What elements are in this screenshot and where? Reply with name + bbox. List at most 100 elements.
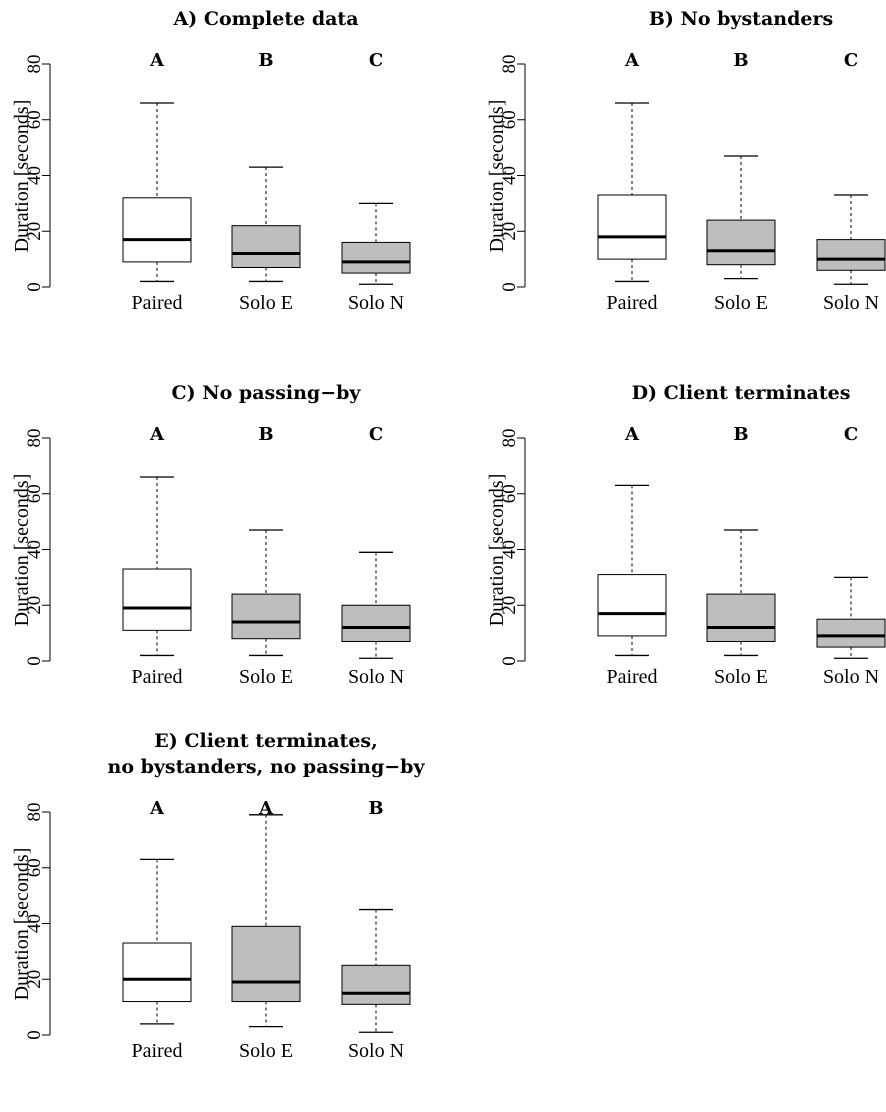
- box-solo-e: [231, 529, 301, 657]
- y-tick-label: 60: [24, 858, 45, 877]
- x-category-label: Solo N: [348, 1040, 404, 1062]
- y-tick-label: 0: [499, 282, 520, 292]
- x-category-label: Solo E: [239, 666, 293, 688]
- significance-letter: C: [844, 424, 858, 445]
- iqr-box: [706, 219, 776, 266]
- panel-title: E) Client terminates,: [154, 730, 377, 752]
- panel-title: D) Client terminates: [632, 382, 851, 404]
- iqr-box: [231, 225, 301, 268]
- box-solo-e: [706, 529, 776, 657]
- box-solo-n: [341, 551, 411, 659]
- y-tick-label: 20: [499, 222, 520, 241]
- x-category-label: Solo E: [714, 292, 768, 314]
- x-category-label: Solo N: [348, 666, 404, 688]
- iqr-box: [231, 925, 301, 1003]
- y-tick-label: 80: [24, 803, 45, 822]
- iqr-box: [597, 574, 667, 637]
- box-solo-n: [341, 908, 411, 1033]
- significance-letter: A: [624, 424, 640, 445]
- significance-letter: C: [369, 50, 383, 71]
- y-tick-label: 60: [24, 484, 45, 503]
- significance-letter: A: [149, 424, 165, 445]
- iqr-box: [341, 241, 411, 274]
- y-tick-label: 80: [499, 429, 520, 448]
- significance-letter: A: [258, 798, 274, 819]
- box-paired: [122, 102, 192, 283]
- iqr-box: [341, 964, 411, 1005]
- significance-letter: C: [844, 50, 858, 71]
- iqr-box: [597, 194, 667, 260]
- chart-panel-4: D) Client terminates 0 20 40 60 80 Duration [s…: [486, 382, 886, 688]
- significance-letter: B: [258, 424, 273, 445]
- y-axis-label: Duration [seconds]: [11, 848, 33, 1001]
- y-tick-label: 40: [24, 914, 45, 933]
- box-solo-n: [816, 194, 886, 285]
- significance-letter: A: [149, 798, 165, 819]
- y-tick-label: 0: [24, 656, 45, 666]
- x-category-label: Paired: [606, 666, 657, 688]
- y-tick-label: 20: [24, 970, 45, 989]
- box-solo-e: [231, 166, 301, 283]
- chart-panel-5: E) Client terminates, no bystanders, no p…: [11, 730, 425, 1062]
- y-tick-label: 60: [499, 484, 520, 503]
- iqr-box: [816, 618, 886, 648]
- y-tick-label: 40: [24, 166, 45, 185]
- y-tick-label: 20: [24, 222, 45, 241]
- y-tick-label: 0: [24, 1030, 45, 1040]
- iqr-box: [706, 593, 776, 642]
- chart-panel-2: B) No bystanders 0 20 40 60 80 Duration [secon…: [486, 8, 886, 314]
- box-solo-e: [231, 814, 301, 1028]
- box-paired: [122, 476, 192, 657]
- x-category-label: Paired: [131, 292, 182, 314]
- y-tick-label: 80: [499, 55, 520, 74]
- box-paired: [597, 484, 667, 657]
- box-solo-e: [706, 155, 776, 280]
- box-paired: [597, 102, 667, 283]
- y-tick-label: 0: [499, 656, 520, 666]
- y-tick-label: 60: [499, 110, 520, 129]
- y-axis-label: Duration [seconds]: [11, 100, 33, 253]
- panel-title: C) No passing−by: [172, 382, 362, 404]
- y-tick-label: 20: [499, 596, 520, 615]
- significance-letter: B: [733, 50, 748, 71]
- significance-letter: B: [368, 798, 383, 819]
- y-tick-label: 20: [24, 596, 45, 615]
- x-category-label: Solo N: [823, 292, 879, 314]
- x-category-label: Solo E: [239, 292, 293, 314]
- significance-letter: B: [733, 424, 748, 445]
- y-tick-label: 40: [499, 540, 520, 559]
- y-tick-label: 80: [24, 55, 45, 74]
- significance-letter: A: [149, 50, 165, 71]
- chart-panel-1: A) Complete data 0 20 40 60 80 Duration [secon…: [11, 8, 411, 314]
- iqr-box: [122, 942, 192, 1003]
- significance-letter: C: [369, 424, 383, 445]
- iqr-box: [816, 239, 886, 271]
- iqr-box: [231, 593, 301, 640]
- x-category-label: Solo E: [239, 1040, 293, 1062]
- panel-title: A) Complete data: [173, 8, 359, 30]
- panel-title: B) No bystanders: [649, 8, 833, 30]
- x-category-label: Solo N: [348, 292, 404, 314]
- y-tick-label: 60: [24, 110, 45, 129]
- y-axis-label: Duration [seconds]: [486, 100, 508, 253]
- y-tick-label: 0: [24, 282, 45, 292]
- x-category-label: Paired: [606, 292, 657, 314]
- box-paired: [122, 858, 192, 1025]
- x-category-label: Paired: [131, 1040, 182, 1062]
- significance-letter: A: [624, 50, 640, 71]
- chart-panel-3: C) No passing−by 0 20 40 60 80 Duration [secon…: [11, 382, 411, 688]
- y-tick-label: 40: [24, 540, 45, 559]
- significance-letter: B: [258, 50, 273, 71]
- iqr-box: [341, 604, 411, 642]
- y-tick-label: 40: [499, 166, 520, 185]
- y-tick-label: 80: [24, 429, 45, 448]
- iqr-box: [122, 197, 192, 263]
- y-axis-label: Duration [seconds]: [11, 474, 33, 627]
- panel-title: no bystanders, no passing−by: [108, 756, 426, 778]
- x-category-label: Solo N: [823, 666, 879, 688]
- box-solo-n: [816, 576, 886, 659]
- x-category-label: Solo E: [714, 666, 768, 688]
- box-solo-n: [341, 202, 411, 285]
- x-category-label: Paired: [131, 666, 182, 688]
